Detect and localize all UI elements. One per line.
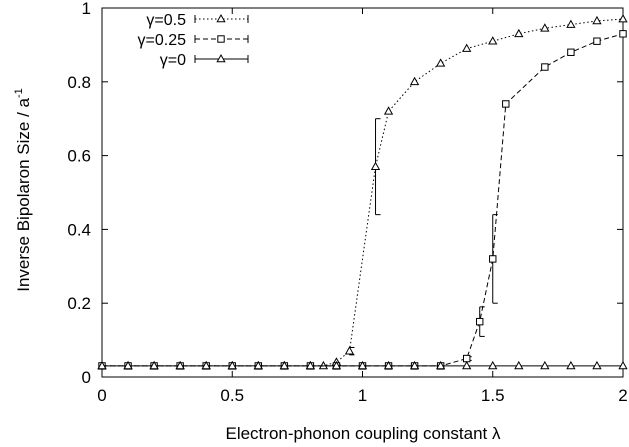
data-point (463, 354, 471, 363)
series-line (102, 33, 624, 367)
data-point (305, 360, 316, 370)
data-point (435, 58, 446, 67)
data-point (383, 106, 394, 115)
data-point (592, 360, 602, 370)
data-point (201, 360, 211, 370)
legend-label: γ=0.25 (138, 32, 187, 49)
y-tick-label: 1 (82, 0, 91, 18)
y-axis-title-superscript: -1 (13, 88, 25, 98)
data-point (409, 76, 420, 86)
y-tick-label: 0 (82, 368, 91, 387)
data-point (488, 36, 498, 45)
y-tick-label: 0.2 (67, 294, 91, 313)
data-point (593, 37, 601, 45)
x-tick-label: 0.5 (220, 386, 244, 405)
series-2 (98, 30, 627, 370)
data-point (409, 360, 420, 370)
data-point (488, 360, 498, 370)
data-point (370, 161, 381, 170)
x-tick-label: 1 (358, 386, 367, 405)
data-point (502, 100, 510, 108)
x-axis-title: Electron-phonon coupling constant λ (225, 424, 501, 443)
data-point (514, 28, 524, 38)
data-point (253, 360, 263, 370)
data-point (566, 19, 576, 28)
data-point (344, 346, 355, 355)
x-tick-label: 0 (97, 386, 106, 405)
legend-label: γ=0 (160, 52, 186, 69)
data-point (489, 255, 497, 263)
data-point (175, 360, 185, 370)
y-tick-label: 0.8 (67, 73, 91, 92)
data-point (592, 15, 602, 25)
y-tick-label: 0.6 (67, 147, 91, 166)
legend-entry: γ=0 (160, 52, 249, 69)
data-point (318, 360, 329, 370)
data-point (462, 360, 472, 370)
legend-entry: γ=0.5 (146, 12, 249, 29)
data-point (97, 360, 107, 370)
data-point (476, 317, 484, 326)
legend-marker (216, 53, 226, 63)
data-point (540, 360, 550, 370)
data-point (123, 360, 133, 370)
data-point (357, 360, 368, 370)
data-point (383, 360, 394, 370)
data-point (619, 30, 627, 38)
legend-label: γ=0.5 (146, 12, 186, 29)
legend: γ=0.5 γ=0.25 γ=0 (138, 12, 249, 69)
y-axis-title: Inverse Bipolaron Size / a-1 (13, 88, 33, 292)
data-point (462, 43, 472, 52)
data-point (618, 14, 628, 23)
x-tick-label: 1.5 (481, 386, 505, 405)
data-point (567, 48, 575, 56)
legend-marker (217, 35, 225, 43)
data-point (331, 360, 342, 370)
x-tick-label: 2 (618, 386, 627, 405)
series-line (102, 18, 624, 367)
data-point (541, 63, 549, 71)
data-point (618, 360, 628, 370)
data-point (149, 360, 159, 370)
data-point (279, 360, 290, 370)
data-point (227, 360, 237, 370)
series-layer (97, 14, 628, 370)
data-point (435, 360, 446, 370)
y-axis-title-main: Inverse Bipolaron Size / a (14, 97, 33, 291)
series-3 (97, 360, 628, 370)
tick-marks: 0 0.5 1 1.5 2 0 0.2 0.4 0.6 0.8 1 (67, 0, 627, 405)
data-point (566, 360, 576, 370)
legend-marker (216, 13, 226, 23)
legend-entry: γ=0.25 (138, 32, 249, 49)
data-point (514, 360, 524, 370)
y-tick-label: 0.4 (67, 220, 91, 239)
data-point (540, 23, 550, 32)
